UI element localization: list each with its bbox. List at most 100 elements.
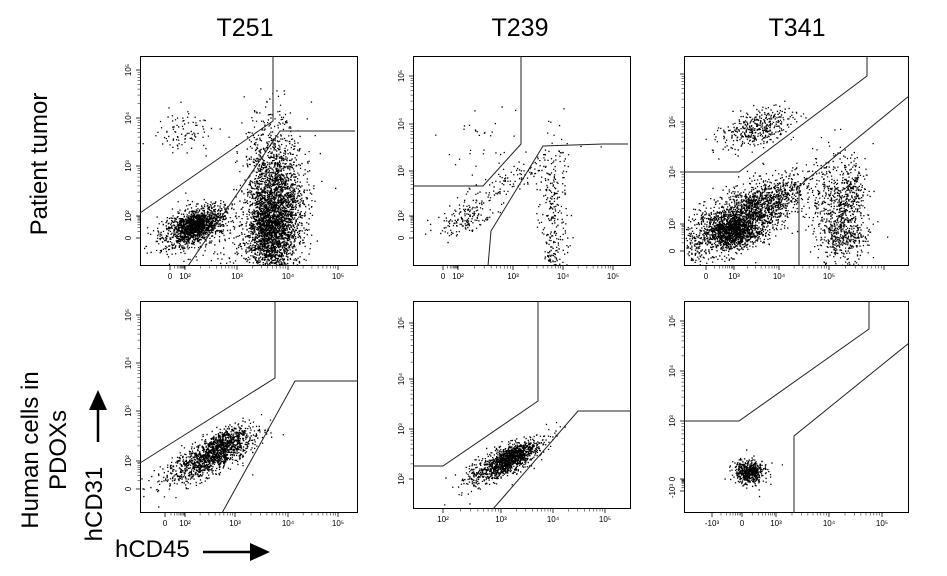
y-tick-label: 10³ — [397, 165, 406, 177]
gate-1 — [684, 56, 868, 173]
plot-frame — [684, 56, 909, 266]
event-dots — [425, 106, 602, 267]
x-axis-ticks — [169, 266, 339, 270]
x-tick-label: 10⁴ — [282, 519, 295, 528]
cell-events — [685, 100, 889, 266]
y-axis-ticks — [136, 69, 140, 239]
gate-2 — [187, 130, 355, 267]
cell-events — [444, 421, 566, 506]
column-title-t251: T251 — [216, 14, 274, 42]
scatter-plot: -10³ 0 10³ 10⁴ 10⁵ -10³ 0 10³ 10⁴ 10⁵ — [668, 301, 910, 528]
scatter-plot: 0 10² 10³ 10⁴ 10⁵ 0 10² 10³ 10⁴ 10⁵ — [124, 56, 358, 281]
y-tick-label: 0 — [668, 248, 677, 253]
y-tick-label: 10² — [124, 210, 133, 222]
x-tick-label: 10⁵ — [332, 272, 344, 281]
y-tick-label: 10⁵ — [124, 64, 133, 76]
event-dots — [142, 88, 337, 267]
y-tick-label: 10³ — [397, 423, 406, 435]
x-tick-label: 10² — [179, 519, 191, 528]
y-tick-label: 10⁴ — [397, 372, 406, 385]
x-tick-label: 10⁴ — [282, 272, 295, 281]
x-axis-ticks — [164, 513, 339, 517]
panel-t251-pdox: 0 10² 10³ 10⁴ 10⁵ 0 10² 10³ 10⁴ 10⁵ — [124, 301, 358, 528]
y-tick-label: 10² — [397, 210, 406, 222]
scatter-plot: 10² 10³ 10⁴ 10⁵ 10² 10³ 10⁴ 10⁵ — [397, 301, 631, 524]
y-axis-ticks — [136, 314, 140, 490]
x-tick-label: 10⁴ — [557, 272, 570, 281]
row-label-line1: Patient tumor — [26, 92, 53, 236]
event-dots — [444, 421, 566, 506]
y-tick-label: 10³ — [668, 415, 677, 427]
gate-1 — [413, 56, 522, 187]
x-axis-label: hCD45 — [115, 536, 190, 563]
panel-t341-patient: 0 10³ 10⁴ 10⁵ 0 10³ 10⁴ 10⁵ — [668, 56, 910, 281]
gate-1 — [139, 301, 276, 464]
y-tick-label: 10³ — [124, 405, 133, 417]
x-tick-label: -10³ — [705, 519, 720, 528]
event-dots — [685, 100, 889, 266]
y-tick-label: 10⁴ — [124, 111, 133, 124]
event-dots — [141, 414, 284, 508]
panel-t239-patient: 0 10² 10³ 10⁴ 10⁵ 0 10² 10³ 10⁴ 10⁵ — [397, 56, 631, 281]
x-tick-label: 10⁵ — [823, 272, 835, 281]
x-tick-label: 10⁴ — [823, 519, 836, 528]
x-axis-label-group: hCD45 — [115, 536, 285, 570]
y-tick-label: 10² — [397, 473, 406, 485]
x-tick-label: 0 — [704, 272, 709, 281]
gate-1 — [684, 301, 870, 422]
event-dots — [724, 449, 783, 498]
plot-frame — [140, 301, 358, 513]
y-axis-ticks — [680, 320, 684, 492]
y-tick-label: 10⁵ — [124, 309, 133, 321]
scatter-plot: 0 10² 10³ 10⁴ 10⁵ 0 10² 10³ 10⁴ 10⁵ — [397, 56, 631, 281]
y-tick-label: -10³ — [668, 484, 677, 499]
x-axis-ticks — [442, 509, 606, 513]
x-tick-label: 10³ — [229, 519, 241, 528]
scatter-plot: 0 10² 10³ 10⁴ 10⁵ 0 10² 10³ 10⁴ 10⁵ — [124, 301, 358, 528]
y-tick-label: 0 — [397, 235, 406, 240]
x-tick-label: 0 — [441, 272, 446, 281]
x-tick-label: 10³ — [728, 272, 740, 281]
gate-2 — [793, 342, 910, 513]
y-axis-arrow — [89, 390, 107, 442]
gate-2 — [798, 95, 910, 266]
x-tick-label: 10⁴ — [547, 515, 560, 524]
plot-frame — [413, 301, 631, 509]
y-tick-label: 0 — [124, 235, 133, 240]
x-axis-arrow — [203, 543, 270, 561]
y-tick-label: 10⁵ — [668, 116, 677, 128]
x-tick-label: 0 — [740, 519, 745, 528]
x-axis-ticks — [711, 513, 883, 517]
gate-1 — [139, 56, 274, 214]
y-tick-label: 10⁵ — [397, 70, 406, 82]
x-tick-label: 10² — [179, 272, 191, 281]
x-tick-label: 10³ — [770, 519, 782, 528]
row-label-patient-tumor: Patient tumor — [26, 89, 54, 239]
plot-frame — [684, 301, 909, 513]
y-tick-label: 0 — [668, 476, 677, 481]
x-tick-label: 10⁴ — [773, 272, 786, 281]
y-axis-ticks — [409, 75, 413, 239]
gate-2 — [492, 410, 631, 510]
x-tick-label: 0 — [168, 272, 173, 281]
y-tick-label: 10⁴ — [124, 356, 133, 369]
x-tick-label: 10⁵ — [599, 515, 611, 524]
x-tick-label: 10³ — [495, 515, 507, 524]
column-title-t341: T341 — [768, 14, 826, 42]
y-tick-label: 10⁴ — [668, 165, 677, 178]
x-axis-ticks — [705, 266, 885, 270]
x-tick-label: 10² — [437, 515, 449, 524]
y-axis-ticks — [680, 73, 684, 252]
scatter-plot: 0 10³ 10⁴ 10⁵ 0 10³ 10⁴ 10⁵ — [668, 56, 910, 281]
y-axis-label-group: hCD31 — [62, 380, 122, 550]
y-tick-label: 10⁴ — [668, 364, 677, 377]
y-tick-label: 10⁵ — [668, 315, 677, 327]
y-tick-label: 0 — [124, 486, 133, 491]
x-tick-label: 10⁵ — [607, 272, 619, 281]
panel-t239-pdox: 10² 10³ 10⁴ 10⁵ 10² 10³ 10⁴ 10⁵ — [397, 301, 631, 524]
cell-events — [425, 106, 602, 267]
cell-events — [724, 449, 783, 498]
plot-frame — [413, 56, 631, 266]
y-axis-label: hCD31 — [81, 466, 108, 542]
x-axis-ticks — [442, 266, 614, 270]
